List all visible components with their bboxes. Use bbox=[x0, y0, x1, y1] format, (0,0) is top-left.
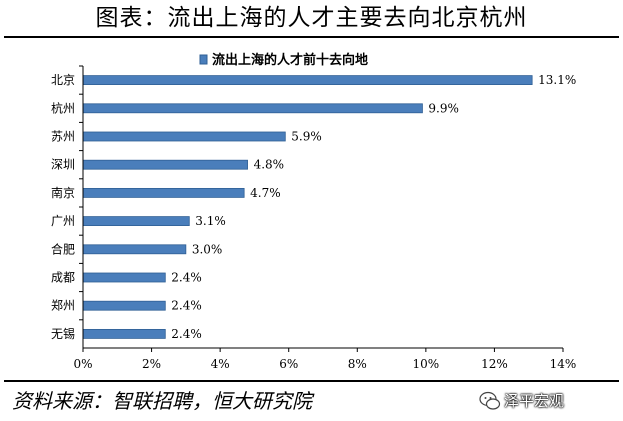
axes: 0% 2% 4% 6% 8% 10% 12% 14% bbox=[73, 65, 577, 371]
x-tick-label: 8% bbox=[348, 357, 367, 371]
bar bbox=[82, 131, 286, 142]
data-label: 4.8% bbox=[254, 158, 284, 172]
bar bbox=[82, 187, 245, 198]
category-label: 广州 bbox=[51, 214, 75, 228]
data-label: 3.0% bbox=[192, 242, 223, 256]
category-label: 南京 bbox=[51, 185, 75, 200]
data-label: 4.7% bbox=[250, 186, 281, 200]
chart-title: 图表：流出上海的人才主要去向北京杭州 bbox=[95, 5, 528, 31]
x-tick-label: 0% bbox=[73, 357, 92, 371]
bar bbox=[82, 300, 166, 311]
category-label: 杭州 bbox=[51, 100, 75, 115]
x-tick-label: 2% bbox=[142, 357, 161, 371]
bar bbox=[82, 272, 166, 283]
bar-chart: 流出上海的人才前十去向地 13.1% 北京 9.9% 杭州 5.9% 苏州 4.8% 深圳 4.… bbox=[51, 52, 577, 371]
category-label: 深圳 bbox=[51, 158, 75, 172]
legend-label: 流出上海的人才前十去向地 bbox=[212, 52, 368, 68]
data-label: 5.9% bbox=[291, 130, 322, 144]
data-label: 2.4% bbox=[171, 299, 202, 313]
legend-swatch bbox=[199, 54, 208, 65]
footer-rule bbox=[4, 380, 619, 382]
category-label: 苏州 bbox=[51, 130, 75, 144]
bar bbox=[82, 103, 423, 114]
x-tick-label: 12% bbox=[481, 357, 508, 371]
category-label: 郑州 bbox=[51, 298, 75, 313]
data-label: 9.9% bbox=[428, 101, 459, 115]
bar bbox=[82, 216, 190, 227]
bars: 13.1% 北京 9.9% 杭州 5.9% 苏州 4.8% 深圳 4.7% 南京 3.1% 广州 3.0… bbox=[51, 73, 576, 341]
category-label: 合肥 bbox=[51, 241, 75, 256]
watermark-text: 泽平宏观 bbox=[504, 392, 565, 410]
data-label: 3.1% bbox=[195, 214, 226, 228]
bar bbox=[82, 328, 166, 339]
x-tick-label: 14% bbox=[550, 357, 577, 371]
bar bbox=[82, 75, 533, 85]
x-tick-label: 10% bbox=[413, 357, 440, 371]
x-tick-label: 6% bbox=[279, 357, 298, 371]
data-label: 13.1% bbox=[538, 73, 576, 87]
category-label: 北京 bbox=[51, 73, 75, 87]
category-label: 成都 bbox=[51, 271, 75, 285]
legend: 流出上海的人才前十去向地 bbox=[199, 52, 368, 68]
data-label: 2.4% bbox=[171, 327, 202, 341]
source-note: 资料来源：智联招聘，恒大研究院 bbox=[12, 389, 312, 413]
data-label: 2.4% bbox=[171, 271, 202, 285]
title-rule bbox=[4, 36, 619, 38]
x-tick-label: 4% bbox=[211, 357, 230, 371]
bar bbox=[82, 244, 187, 255]
wechat-logo-icon bbox=[479, 391, 501, 410]
bar bbox=[82, 159, 248, 170]
category-label: 无锡 bbox=[51, 326, 75, 341]
